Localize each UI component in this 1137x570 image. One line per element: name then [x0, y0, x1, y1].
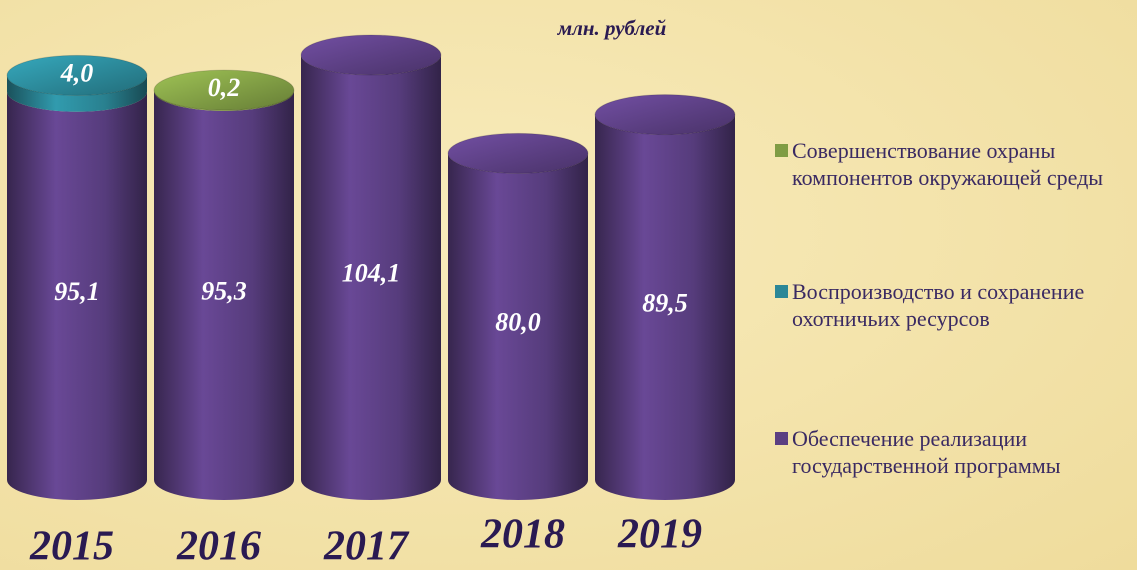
bar-segment — [301, 55, 441, 500]
legend-item: Воспроизводство и сохранение охотничьих … — [775, 278, 1135, 332]
bar-segment — [448, 153, 588, 500]
legend-label: Воспроизводство и сохранение охотничьих … — [792, 279, 1085, 331]
value-label: 80,0 — [495, 308, 541, 337]
legend-label: Обеспечение реализации государственной п… — [792, 426, 1061, 478]
x-tick-label: 2019 — [617, 512, 702, 558]
legend-item: Совершенствование охраны компонентов окр… — [775, 137, 1135, 191]
bar-cap — [153, 69, 295, 111]
x-tick-label: 2017 — [323, 524, 410, 570]
value-label: 4,0 — [60, 58, 94, 87]
bar-segment — [154, 90, 294, 500]
bar-segment — [595, 114, 735, 501]
value-label: 89,5 — [642, 288, 688, 317]
value-label: 95,1 — [54, 277, 100, 306]
legend-label: Совершенствование охраны компонентов окр… — [792, 138, 1104, 190]
value-label: 95,3 — [201, 276, 247, 305]
bar-segment — [7, 75, 147, 112]
legend-swatch — [775, 144, 788, 157]
x-tick-label: 2018 — [480, 512, 565, 558]
bar-cap — [6, 54, 148, 96]
bar-cap — [447, 132, 589, 174]
bar-cap — [594, 94, 736, 136]
legend-swatch — [775, 432, 788, 445]
value-label: 0,2 — [208, 73, 241, 102]
bar-cap — [300, 34, 442, 76]
legend-item: Обеспечение реализации государственной п… — [775, 425, 1135, 479]
subtitle: млн. рублей — [557, 16, 667, 40]
legend-swatch — [775, 285, 788, 298]
value-label: 104,1 — [342, 258, 401, 287]
x-tick-label: 2015 — [29, 524, 114, 570]
bar-segment — [7, 91, 147, 500]
x-tick-label: 2016 — [176, 524, 261, 570]
